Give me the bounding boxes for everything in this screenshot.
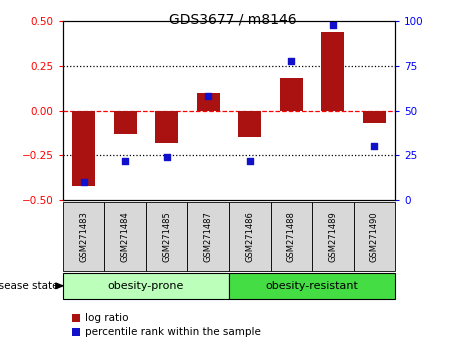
Bar	[321, 32, 345, 110]
Bar	[363, 110, 386, 123]
Text: disease state: disease state	[0, 281, 58, 291]
Bar	[113, 110, 137, 134]
Bar	[72, 110, 95, 186]
Text: log ratio: log ratio	[85, 313, 129, 323]
FancyBboxPatch shape	[63, 273, 229, 299]
FancyBboxPatch shape	[229, 273, 395, 299]
Bar	[197, 93, 219, 110]
FancyBboxPatch shape	[104, 202, 146, 271]
FancyBboxPatch shape	[187, 202, 229, 271]
Text: GSM271490: GSM271490	[370, 211, 379, 262]
Bar	[155, 110, 178, 143]
FancyBboxPatch shape	[271, 202, 312, 271]
Bar	[280, 79, 303, 110]
Point	[121, 158, 129, 164]
Text: percentile rank within the sample: percentile rank within the sample	[85, 327, 261, 337]
FancyBboxPatch shape	[354, 202, 395, 271]
Point	[163, 154, 170, 160]
Text: GSM271484: GSM271484	[120, 211, 130, 262]
Text: obesity-prone: obesity-prone	[108, 281, 184, 291]
Point	[80, 179, 87, 185]
FancyBboxPatch shape	[229, 202, 271, 271]
FancyBboxPatch shape	[63, 202, 104, 271]
Bar	[239, 110, 261, 137]
Text: GSM271488: GSM271488	[287, 211, 296, 262]
Text: obesity-resistant: obesity-resistant	[266, 281, 359, 291]
Text: GSM271485: GSM271485	[162, 211, 171, 262]
Point	[288, 58, 295, 63]
Text: GDS3677 / m8146: GDS3677 / m8146	[169, 12, 296, 27]
Point	[371, 144, 378, 149]
Point	[246, 158, 253, 164]
Text: GSM271486: GSM271486	[246, 211, 254, 262]
Point	[205, 93, 212, 99]
Point	[329, 22, 337, 28]
Text: GSM271489: GSM271489	[328, 211, 338, 262]
FancyBboxPatch shape	[146, 202, 187, 271]
FancyBboxPatch shape	[312, 202, 354, 271]
Text: GSM271487: GSM271487	[204, 211, 213, 262]
Text: GSM271483: GSM271483	[79, 211, 88, 262]
